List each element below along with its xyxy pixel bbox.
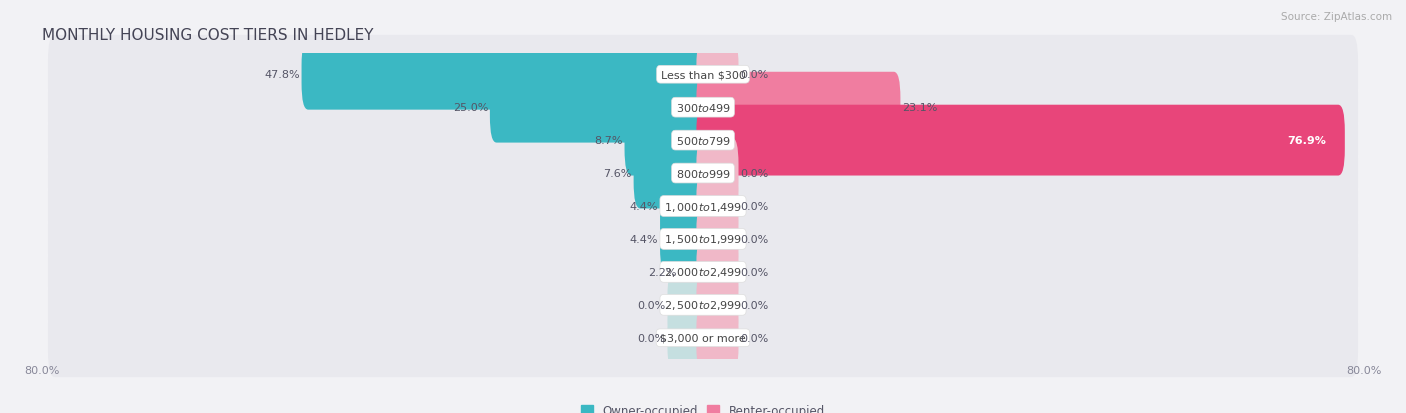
Text: 47.8%: 47.8% bbox=[264, 70, 299, 80]
FancyBboxPatch shape bbox=[48, 36, 1358, 114]
Text: $3,000 or more: $3,000 or more bbox=[661, 333, 745, 343]
Text: 0.0%: 0.0% bbox=[740, 202, 769, 211]
FancyBboxPatch shape bbox=[696, 73, 900, 143]
Text: $1,000 to $1,499: $1,000 to $1,499 bbox=[664, 200, 742, 213]
FancyBboxPatch shape bbox=[48, 233, 1358, 311]
Text: 7.6%: 7.6% bbox=[603, 169, 631, 179]
Text: 0.0%: 0.0% bbox=[740, 267, 769, 277]
Text: $2,000 to $2,499: $2,000 to $2,499 bbox=[664, 266, 742, 279]
Text: 76.9%: 76.9% bbox=[1286, 136, 1326, 146]
Text: 0.0%: 0.0% bbox=[637, 300, 666, 310]
FancyBboxPatch shape bbox=[696, 40, 738, 110]
Text: 0.0%: 0.0% bbox=[740, 169, 769, 179]
Text: $800 to $999: $800 to $999 bbox=[675, 168, 731, 180]
FancyBboxPatch shape bbox=[489, 73, 710, 143]
FancyBboxPatch shape bbox=[634, 138, 710, 209]
Text: $1,500 to $1,999: $1,500 to $1,999 bbox=[664, 233, 742, 246]
FancyBboxPatch shape bbox=[659, 171, 710, 242]
Text: MONTHLY HOUSING COST TIERS IN HEDLEY: MONTHLY HOUSING COST TIERS IN HEDLEY bbox=[42, 28, 374, 43]
FancyBboxPatch shape bbox=[48, 200, 1358, 279]
Text: 4.4%: 4.4% bbox=[630, 202, 658, 211]
FancyBboxPatch shape bbox=[48, 266, 1358, 344]
Text: 0.0%: 0.0% bbox=[740, 300, 769, 310]
Text: Source: ZipAtlas.com: Source: ZipAtlas.com bbox=[1281, 12, 1392, 22]
FancyBboxPatch shape bbox=[48, 69, 1358, 147]
FancyBboxPatch shape bbox=[668, 270, 710, 340]
FancyBboxPatch shape bbox=[696, 237, 738, 308]
Text: 0.0%: 0.0% bbox=[637, 333, 666, 343]
FancyBboxPatch shape bbox=[696, 171, 738, 242]
Text: 0.0%: 0.0% bbox=[740, 333, 769, 343]
Text: 4.4%: 4.4% bbox=[630, 234, 658, 244]
Text: 23.1%: 23.1% bbox=[903, 103, 938, 113]
FancyBboxPatch shape bbox=[668, 303, 710, 373]
Text: $2,500 to $2,999: $2,500 to $2,999 bbox=[664, 299, 742, 311]
Text: 25.0%: 25.0% bbox=[453, 103, 488, 113]
FancyBboxPatch shape bbox=[678, 237, 710, 308]
Legend: Owner-occupied, Renter-occupied: Owner-occupied, Renter-occupied bbox=[578, 401, 828, 413]
Text: $500 to $799: $500 to $799 bbox=[675, 135, 731, 147]
FancyBboxPatch shape bbox=[659, 204, 710, 275]
Text: 0.0%: 0.0% bbox=[740, 70, 769, 80]
FancyBboxPatch shape bbox=[696, 270, 738, 340]
Text: 8.7%: 8.7% bbox=[595, 136, 623, 146]
Text: $300 to $499: $300 to $499 bbox=[675, 102, 731, 114]
FancyBboxPatch shape bbox=[696, 138, 738, 209]
FancyBboxPatch shape bbox=[48, 134, 1358, 213]
FancyBboxPatch shape bbox=[696, 204, 738, 275]
Text: Less than $300: Less than $300 bbox=[661, 70, 745, 80]
FancyBboxPatch shape bbox=[696, 105, 1344, 176]
FancyBboxPatch shape bbox=[624, 105, 710, 176]
FancyBboxPatch shape bbox=[301, 40, 710, 110]
FancyBboxPatch shape bbox=[48, 102, 1358, 180]
Text: 2.2%: 2.2% bbox=[648, 267, 676, 277]
Text: 0.0%: 0.0% bbox=[740, 234, 769, 244]
FancyBboxPatch shape bbox=[48, 167, 1358, 246]
FancyBboxPatch shape bbox=[48, 299, 1358, 377]
FancyBboxPatch shape bbox=[696, 303, 738, 373]
